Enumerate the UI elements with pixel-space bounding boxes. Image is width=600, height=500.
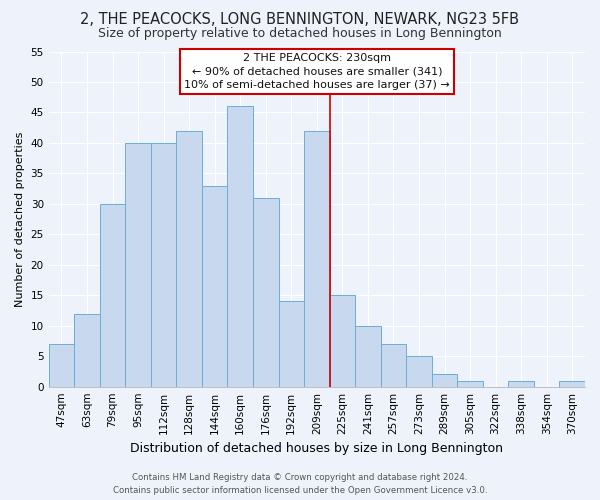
Bar — [49, 344, 74, 387]
Bar — [329, 296, 355, 386]
Bar — [457, 380, 483, 386]
Bar — [432, 374, 457, 386]
Text: 2 THE PEACOCKS: 230sqm
← 90% of detached houses are smaller (341)
10% of semi-de: 2 THE PEACOCKS: 230sqm ← 90% of detached… — [184, 53, 450, 90]
Bar — [508, 380, 534, 386]
Y-axis label: Number of detached properties: Number of detached properties — [15, 132, 25, 307]
Bar — [125, 143, 151, 386]
Bar — [355, 326, 380, 386]
Bar — [227, 106, 253, 386]
Bar — [74, 314, 100, 386]
Bar — [176, 130, 202, 386]
Bar — [202, 186, 227, 386]
Bar — [151, 143, 176, 386]
X-axis label: Distribution of detached houses by size in Long Bennington: Distribution of detached houses by size … — [130, 442, 503, 455]
Text: Contains HM Land Registry data © Crown copyright and database right 2024.
Contai: Contains HM Land Registry data © Crown c… — [113, 474, 487, 495]
Bar — [100, 204, 125, 386]
Text: 2, THE PEACOCKS, LONG BENNINGTON, NEWARK, NG23 5FB: 2, THE PEACOCKS, LONG BENNINGTON, NEWARK… — [80, 12, 520, 28]
Bar — [559, 380, 585, 386]
Bar — [278, 302, 304, 386]
Text: Size of property relative to detached houses in Long Bennington: Size of property relative to detached ho… — [98, 28, 502, 40]
Bar — [380, 344, 406, 387]
Bar — [253, 198, 278, 386]
Bar — [304, 130, 329, 386]
Bar — [406, 356, 432, 386]
